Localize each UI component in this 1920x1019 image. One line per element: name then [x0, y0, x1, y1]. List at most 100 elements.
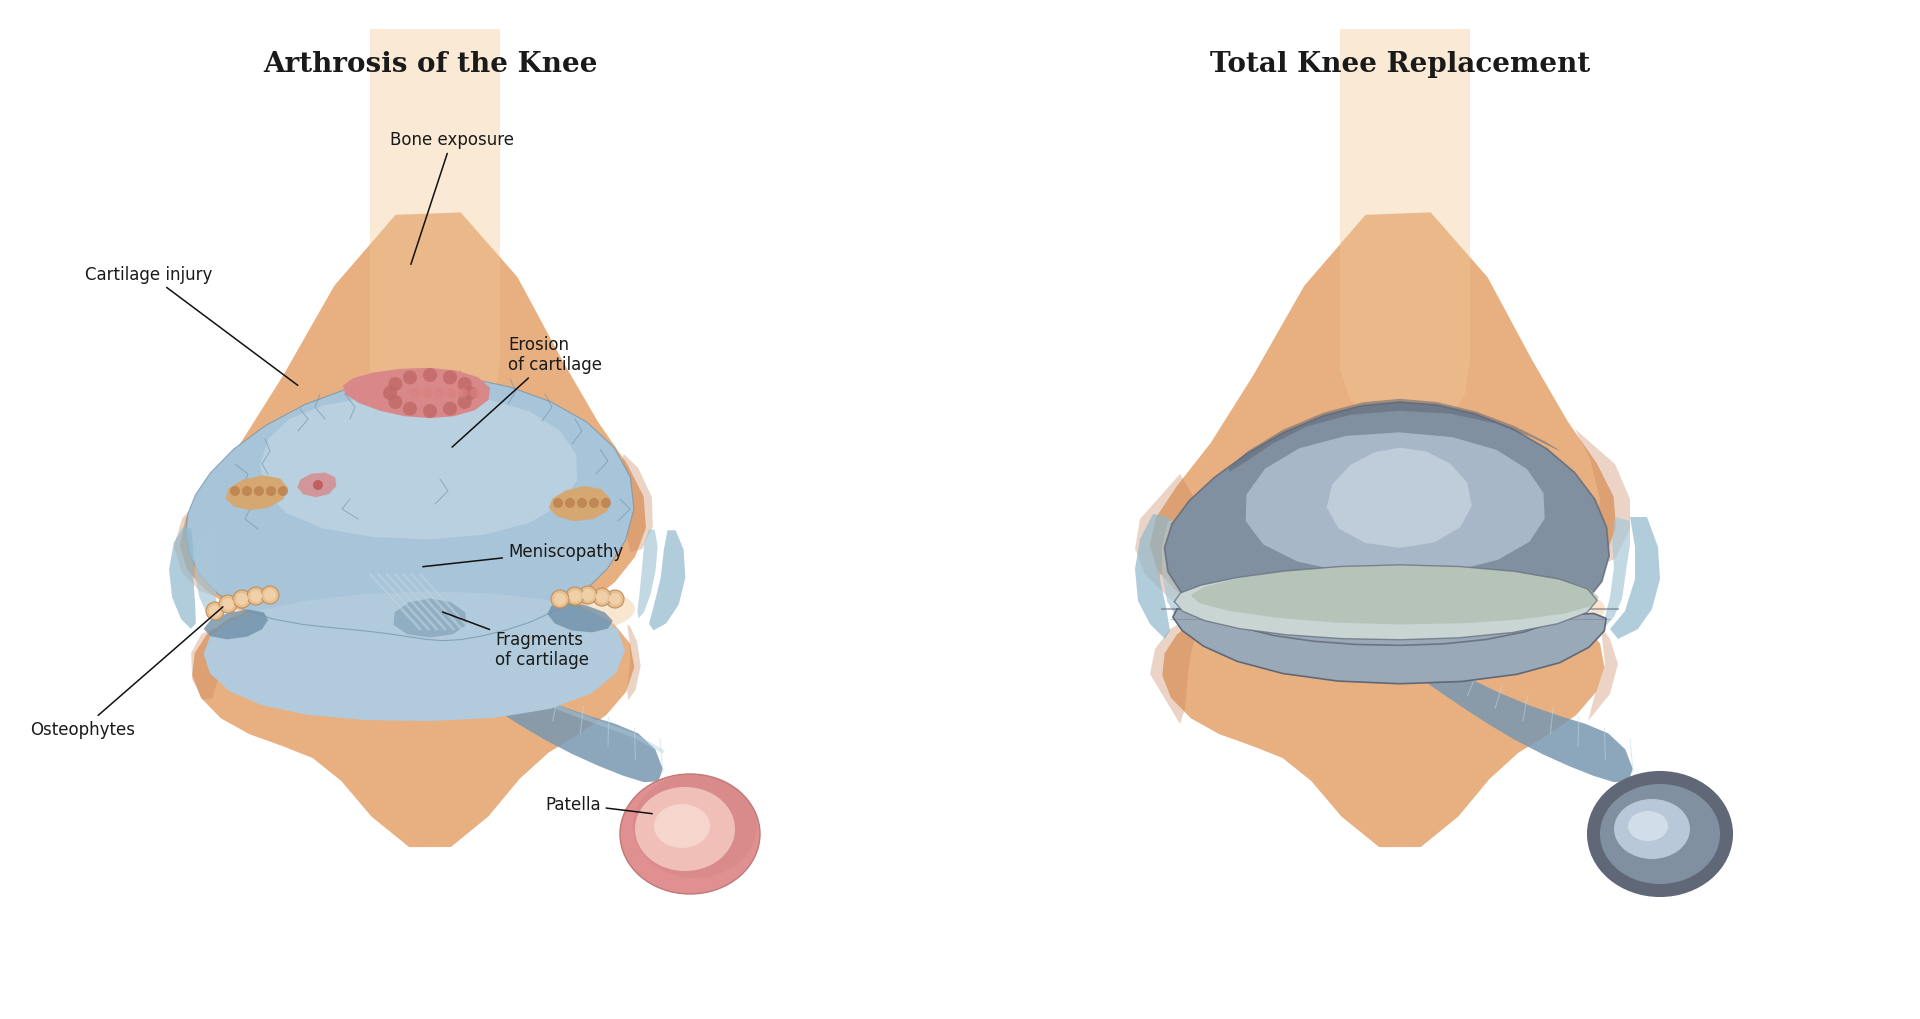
Polygon shape	[1246, 433, 1546, 576]
Circle shape	[578, 498, 588, 508]
Circle shape	[382, 386, 397, 400]
Circle shape	[444, 403, 457, 416]
Circle shape	[582, 589, 593, 601]
Polygon shape	[204, 610, 269, 640]
Circle shape	[568, 590, 582, 602]
Polygon shape	[204, 592, 624, 721]
Ellipse shape	[1588, 772, 1732, 896]
Ellipse shape	[1615, 799, 1690, 859]
Ellipse shape	[1628, 811, 1668, 841]
Polygon shape	[204, 592, 624, 721]
Polygon shape	[394, 599, 467, 638]
Polygon shape	[192, 589, 634, 847]
Polygon shape	[1175, 566, 1597, 640]
Ellipse shape	[1200, 585, 1359, 635]
Polygon shape	[1162, 589, 1605, 847]
Circle shape	[580, 586, 597, 604]
Circle shape	[564, 498, 574, 508]
Circle shape	[236, 593, 248, 605]
Polygon shape	[1588, 611, 1619, 721]
Polygon shape	[1392, 646, 1632, 783]
Ellipse shape	[1446, 585, 1605, 635]
Text: Arthrosis of the Knee: Arthrosis of the Knee	[263, 51, 597, 78]
Circle shape	[589, 498, 599, 508]
Polygon shape	[371, 30, 499, 430]
Polygon shape	[192, 628, 223, 700]
Polygon shape	[1173, 608, 1607, 684]
Polygon shape	[637, 529, 657, 619]
Circle shape	[595, 591, 609, 603]
Polygon shape	[1165, 403, 1609, 646]
Polygon shape	[169, 527, 196, 630]
Circle shape	[388, 395, 403, 410]
Circle shape	[209, 605, 221, 618]
Circle shape	[253, 486, 265, 496]
Polygon shape	[1150, 213, 1617, 644]
Circle shape	[411, 388, 420, 398]
Circle shape	[463, 386, 476, 400]
Circle shape	[261, 586, 278, 604]
Polygon shape	[620, 454, 653, 552]
Circle shape	[434, 388, 444, 398]
Ellipse shape	[620, 774, 760, 894]
Circle shape	[457, 395, 472, 410]
Circle shape	[232, 590, 252, 608]
Text: Meniscopathy: Meniscopathy	[422, 542, 624, 568]
Polygon shape	[225, 476, 288, 511]
Circle shape	[445, 388, 457, 398]
Circle shape	[609, 593, 620, 605]
Text: Fragments
of cartilage: Fragments of cartilage	[444, 612, 589, 668]
Polygon shape	[628, 625, 641, 701]
Circle shape	[248, 587, 265, 605]
Polygon shape	[1263, 604, 1555, 623]
Text: Patella: Patella	[545, 795, 653, 814]
Polygon shape	[1327, 448, 1473, 548]
Polygon shape	[180, 213, 645, 644]
Polygon shape	[422, 646, 662, 783]
Circle shape	[607, 590, 624, 608]
Polygon shape	[549, 486, 611, 522]
Text: Cartilage injury: Cartilage injury	[84, 266, 298, 386]
Polygon shape	[344, 369, 490, 419]
Text: Erosion
of cartilage: Erosion of cartilage	[451, 335, 603, 447]
Circle shape	[422, 388, 432, 398]
Polygon shape	[1611, 518, 1661, 639]
Circle shape	[242, 486, 252, 496]
Polygon shape	[173, 500, 219, 596]
Polygon shape	[1605, 518, 1630, 628]
Circle shape	[403, 403, 417, 416]
Text: Total Knee Replacement: Total Knee Replacement	[1210, 51, 1590, 78]
Circle shape	[250, 590, 261, 602]
Circle shape	[551, 590, 568, 608]
Polygon shape	[1173, 608, 1607, 684]
Circle shape	[278, 486, 288, 496]
Circle shape	[422, 405, 438, 419]
Polygon shape	[1340, 30, 1471, 430]
Ellipse shape	[636, 788, 735, 871]
Ellipse shape	[1599, 785, 1720, 884]
Polygon shape	[1574, 430, 1630, 570]
Text: Osteophytes: Osteophytes	[31, 607, 223, 739]
Polygon shape	[298, 473, 336, 497]
Circle shape	[205, 602, 225, 621]
Circle shape	[388, 378, 403, 391]
Circle shape	[457, 378, 472, 391]
Polygon shape	[259, 394, 578, 540]
Polygon shape	[1135, 515, 1169, 639]
Circle shape	[223, 598, 234, 610]
Circle shape	[313, 481, 323, 490]
Circle shape	[553, 498, 563, 508]
Ellipse shape	[655, 804, 710, 848]
Polygon shape	[649, 531, 685, 631]
Circle shape	[422, 369, 438, 382]
Circle shape	[459, 388, 468, 398]
Circle shape	[470, 388, 480, 398]
Circle shape	[219, 595, 236, 613]
Polygon shape	[547, 603, 612, 633]
Circle shape	[403, 371, 417, 385]
Polygon shape	[1175, 566, 1597, 640]
Circle shape	[265, 589, 276, 601]
Circle shape	[230, 486, 240, 496]
Polygon shape	[194, 531, 217, 621]
Circle shape	[555, 593, 566, 605]
